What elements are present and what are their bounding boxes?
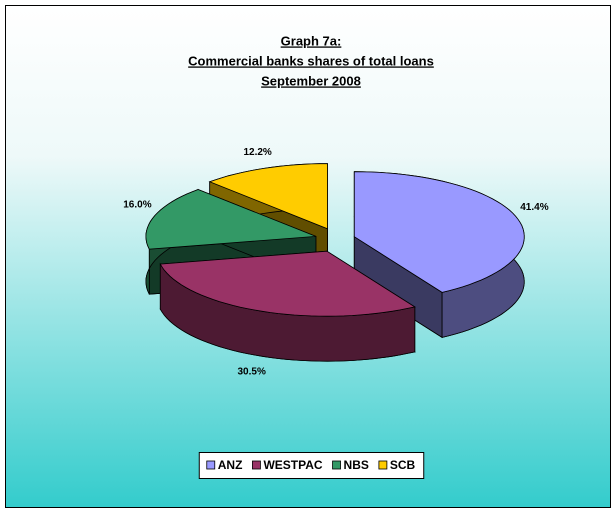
chart-title: Commercial banks shares of total loans: [188, 53, 434, 68]
legend-label: ANZ: [218, 458, 243, 472]
chart-title: September 2008: [261, 73, 361, 88]
slice-top: [145, 189, 317, 250]
data-label: 16.0%: [123, 200, 151, 211]
chart-title: Graph 7a:: [281, 33, 342, 48]
data-label: 41.4%: [520, 202, 548, 213]
legend-swatch: [252, 460, 261, 470]
slice-top: [208, 163, 328, 230]
legend: ANZ WESTPAC NBS SCB: [198, 452, 425, 479]
slice-top: [159, 250, 416, 317]
legend-label: WESTPAC: [263, 458, 322, 472]
legend-label: SCB: [390, 458, 416, 472]
slice-top: [353, 171, 525, 293]
legend-swatch: [206, 460, 216, 470]
legend-swatch: [378, 460, 388, 470]
legend-label: NBS: [344, 458, 369, 472]
data-label: 12.2%: [243, 147, 271, 158]
data-label: 30.5%: [237, 366, 265, 377]
legend-swatch: [332, 460, 341, 470]
slice: [159, 250, 416, 362]
